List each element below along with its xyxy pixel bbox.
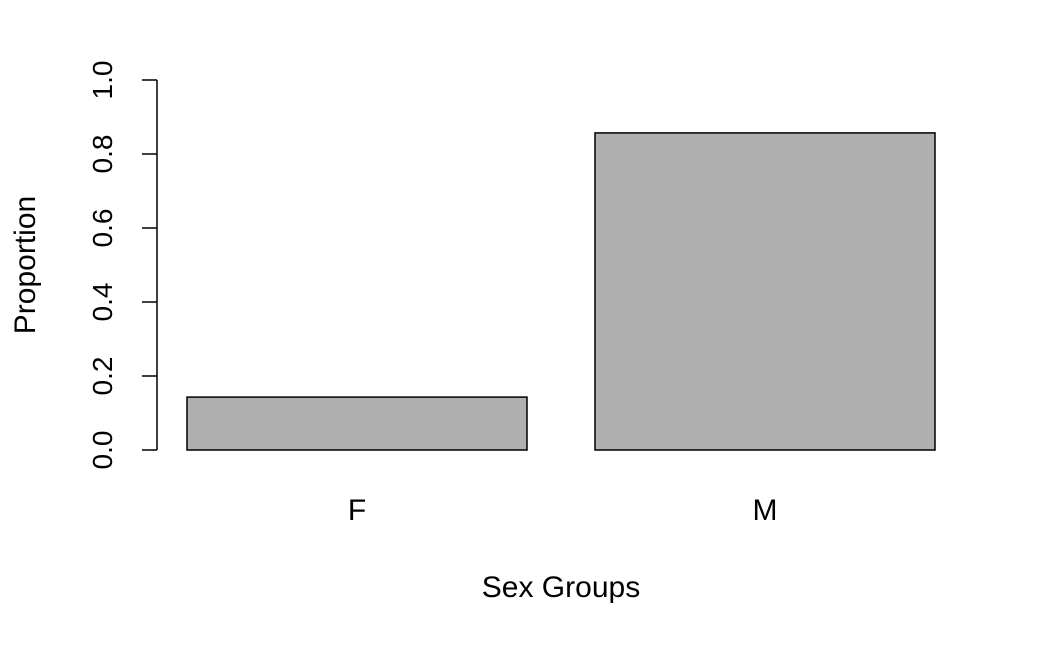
x-axis-label: Sex Groups [482,571,640,604]
y-tick-label: 0.2 [87,357,118,396]
y-tick-label: 0.6 [87,209,118,248]
bar-m [594,132,936,451]
y-axis: 0.0 0.2 0.4 0.6 0.8 1.0 [87,61,158,470]
x-tick-label: M [753,494,778,527]
y-tick-label: 1.0 [87,61,118,100]
x-tick-label: F [348,494,366,527]
y-tick-label: 0.8 [87,135,118,174]
y-tick-label: 0.4 [87,283,118,322]
bar-f [186,396,528,451]
y-axis-label: Proportion [9,196,42,334]
y-tick-label: 0.0 [87,431,118,470]
bars [186,132,936,451]
